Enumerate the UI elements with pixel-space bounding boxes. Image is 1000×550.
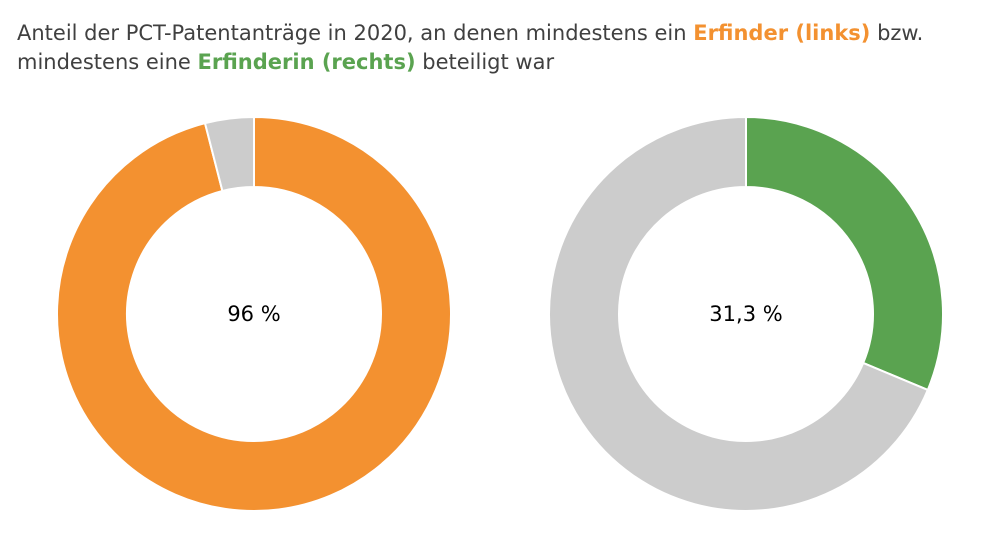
chart-title: Anteil der PCT-Patentanträge in 2020, an… bbox=[17, 19, 977, 77]
title-part3: mindestens eine bbox=[17, 50, 198, 74]
donut-chart-erfinder: 96 % bbox=[56, 115, 452, 512]
title-highlight-erfinder: Erfinder (links) bbox=[693, 21, 871, 45]
slice-rest bbox=[548, 115, 930, 512]
center-value-label: 31,3 % bbox=[709, 302, 782, 326]
title-part4: beteiligt war bbox=[415, 50, 555, 74]
title-part1: Anteil der PCT-Patentanträge in 2020, an… bbox=[17, 21, 694, 45]
slice-rest bbox=[203, 115, 255, 193]
slice-erfinderin bbox=[745, 115, 944, 392]
slice-erfinder bbox=[56, 115, 452, 512]
title-highlight-erfinderin: Erfinderin (rechts) bbox=[197, 50, 416, 74]
center-value-label: 96 % bbox=[227, 302, 280, 326]
title-part2: bzw. bbox=[870, 21, 924, 45]
donut-chart-erfinderin: 31,3 % bbox=[548, 115, 944, 512]
